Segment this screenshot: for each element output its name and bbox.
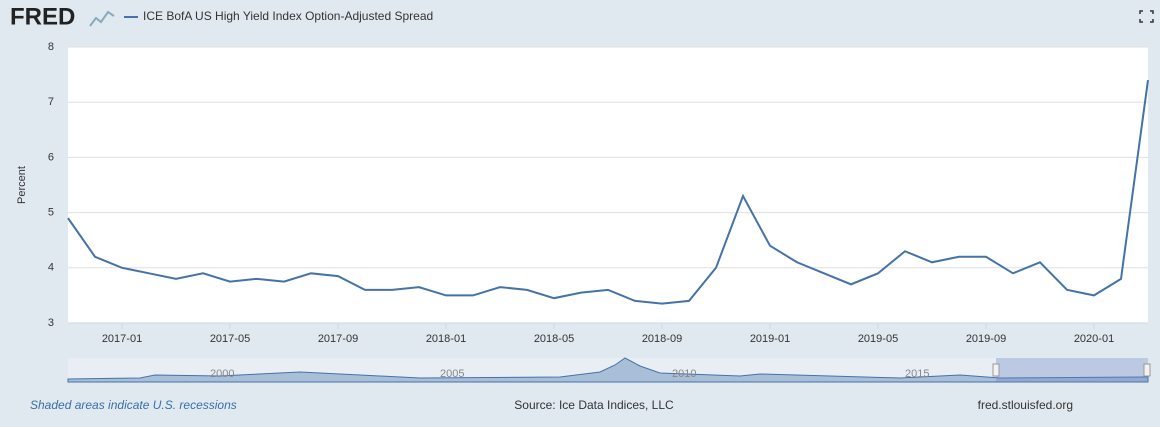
x-tick-label: 2018-09 bbox=[642, 333, 682, 345]
series-line bbox=[67, 79, 1149, 305]
y-axis-label: Percent bbox=[16, 166, 28, 204]
y-tick-label: 3 bbox=[48, 317, 54, 329]
x-tick-label: 2019-01 bbox=[750, 333, 790, 345]
x-tick-label: 2019-09 bbox=[966, 333, 1006, 345]
recession-note[interactable]: Shaded areas indicate U.S. recessions bbox=[30, 398, 237, 412]
x-tick-label: 2017-01 bbox=[102, 333, 142, 345]
source: Source: Ice Data Indices, LLC bbox=[514, 398, 674, 412]
x-tick-label: 2020-01 bbox=[1074, 333, 1114, 345]
x-tick-label: 2017-09 bbox=[318, 333, 358, 345]
y-tick-label: 8 bbox=[48, 41, 54, 53]
x-tick-label: 2017-05 bbox=[210, 333, 250, 345]
navigator: 2000 2005 2010 2015 bbox=[67, 357, 1151, 383]
navigator-handle[interactable] bbox=[1143, 363, 1151, 377]
navigator-label: 2005 bbox=[440, 368, 464, 380]
x-tick-label: 2018-05 bbox=[534, 333, 574, 345]
y-tick-label: 7 bbox=[48, 96, 54, 108]
logo: FRED bbox=[10, 3, 75, 30]
navigator-series bbox=[67, 357, 1149, 383]
logo-icon bbox=[89, 10, 115, 27]
navigator-window[interactable] bbox=[996, 358, 1148, 382]
y-tick-label: 5 bbox=[48, 207, 54, 219]
fullscreen-button[interactable] bbox=[1139, 10, 1154, 23]
y-tick-label: 4 bbox=[48, 262, 54, 274]
x-tick-label: 2018-01 bbox=[426, 333, 466, 345]
navigator-label: 2000 bbox=[210, 368, 234, 380]
site[interactable]: fred.stlouisfed.org bbox=[978, 398, 1073, 412]
y-tick-label: 6 bbox=[48, 151, 54, 163]
plot-area bbox=[68, 47, 1148, 323]
navigator-label: 2015 bbox=[905, 368, 929, 380]
navigator-handle[interactable] bbox=[992, 363, 1000, 377]
navigator-label: 2010 bbox=[672, 368, 696, 380]
legend-label: ICE BofA US High Yield Index Option-Adju… bbox=[143, 9, 433, 23]
x-tick-label: 2019-05 bbox=[858, 333, 898, 345]
